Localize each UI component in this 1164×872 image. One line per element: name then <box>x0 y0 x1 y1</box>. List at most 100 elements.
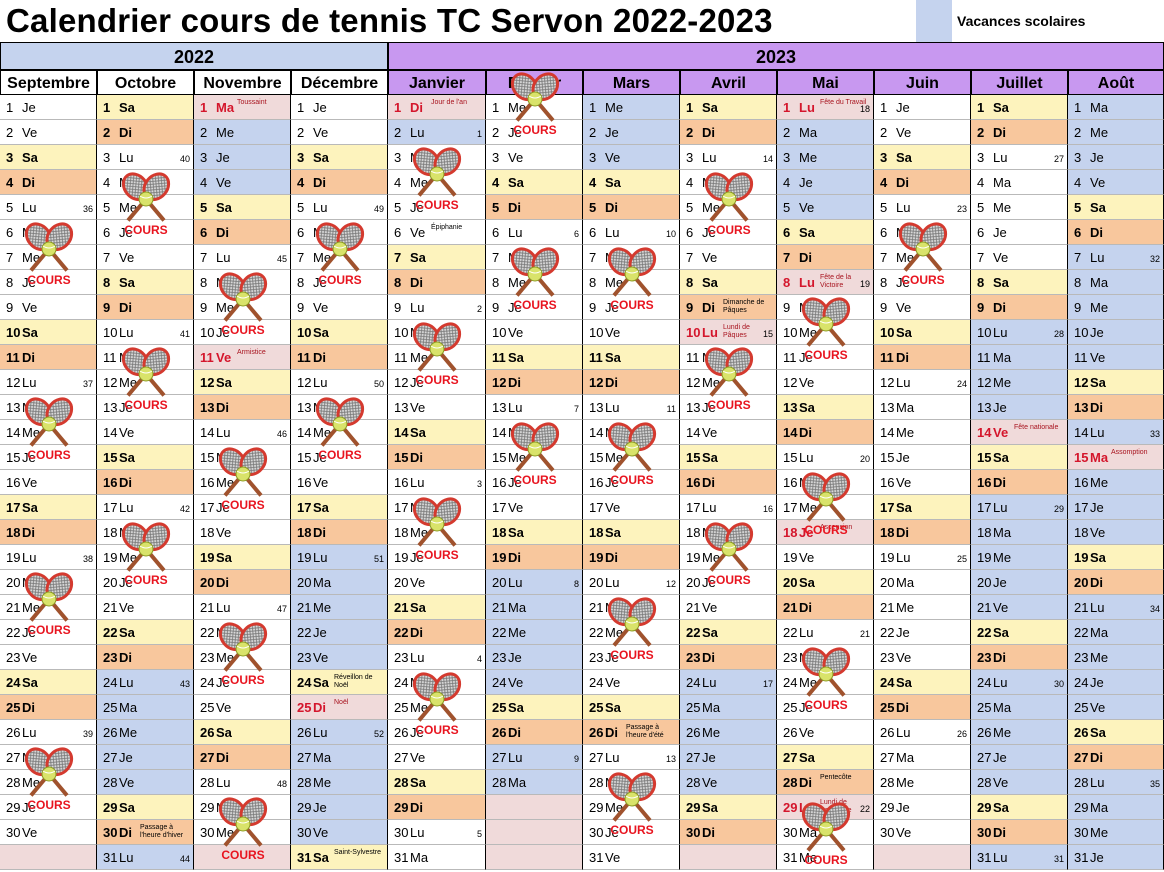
day-cell[interactable]: 25 Di <box>0 695 97 720</box>
day-cell[interactable]: 21 Me <box>874 595 971 620</box>
day-cell[interactable]: 27 Je <box>971 745 1068 770</box>
day-cell[interactable]: 26 Di Passage à l'heure d'été <box>583 720 680 745</box>
cours-marker[interactable]: COURS <box>681 344 777 416</box>
day-cell[interactable]: 20 Ve <box>388 570 486 595</box>
day-cell[interactable]: 8 Sa <box>971 270 1068 295</box>
day-cell[interactable]: 8 Me <box>583 270 680 295</box>
day-cell[interactable]: 3 Ve <box>583 145 680 170</box>
day-cell[interactable]: 15 Sa <box>97 445 194 470</box>
day-cell[interactable]: 24 Je <box>194 670 291 695</box>
day-cell[interactable]: 4 Me <box>388 170 486 195</box>
day-cell[interactable]: 2 Je <box>583 120 680 145</box>
day-cell[interactable]: 19 Lu 51 <box>291 545 388 570</box>
cours-marker[interactable]: COURS <box>292 219 388 291</box>
cours-marker[interactable]: COURS <box>778 799 874 871</box>
day-cell[interactable]: 22 Je <box>874 620 971 645</box>
day-cell[interactable]: 3 Lu 27 <box>971 145 1068 170</box>
day-cell[interactable]: 23 Lu 4 <box>388 645 486 670</box>
day-cell[interactable]: 3 Je <box>1068 145 1164 170</box>
day-cell[interactable]: 14 Ve <box>97 420 194 445</box>
day-cell[interactable]: 2 Lu 1 <box>388 120 486 145</box>
day-cell[interactable]: 12 Me <box>971 370 1068 395</box>
day-cell[interactable]: 18 Me <box>388 520 486 545</box>
day-cell[interactable]: 6 Sa <box>777 220 874 245</box>
day-cell[interactable]: 22 Sa <box>971 620 1068 645</box>
day-cell[interactable]: 7 Ve <box>680 245 777 270</box>
day-cell[interactable]: 14 Lu 33 <box>1068 420 1164 445</box>
day-cell[interactable]: 24 Sa <box>874 670 971 695</box>
day-cell[interactable]: 10 Lu 15 Lundi de Pâques <box>680 320 777 345</box>
day-cell[interactable]: 8 Lu 19 Fête de la Victoire <box>777 270 874 295</box>
day-cell[interactable]: 25 Di <box>874 695 971 720</box>
day-cell[interactable]: 2 Me <box>1068 120 1164 145</box>
day-cell[interactable]: 19 Di <box>486 545 583 570</box>
day-cell[interactable]: 12 Di <box>583 370 680 395</box>
day-cell[interactable]: 20 Di <box>194 570 291 595</box>
day-cell[interactable]: 3 Lu 40 <box>97 145 194 170</box>
day-cell[interactable]: 22 Je <box>0 620 97 645</box>
day-cell[interactable]: 23 Di <box>97 645 194 670</box>
day-cell[interactable]: 11 Ve Armistice <box>194 345 291 370</box>
day-cell[interactable]: 23 Me <box>1068 645 1164 670</box>
day-cell[interactable]: 16 Je <box>583 470 680 495</box>
day-cell[interactable]: 18 Ve <box>1068 520 1164 545</box>
day-cell[interactable]: 1 Ma Toussaint <box>194 95 291 120</box>
day-cell[interactable]: 6 Di <box>194 220 291 245</box>
day-cell[interactable]: 18 Di <box>291 520 388 545</box>
day-cell[interactable]: 4 Di <box>874 170 971 195</box>
day-cell[interactable]: 9 Di Dimanche de Pâques <box>680 295 777 320</box>
day-cell[interactable]: 14 Me <box>874 420 971 445</box>
day-cell[interactable]: 18 Sa <box>583 520 680 545</box>
day-cell[interactable]: 30 Ve <box>291 820 388 845</box>
day-cell[interactable]: 26 Lu 26 <box>874 720 971 745</box>
day-cell[interactable]: 31 Je <box>1068 845 1164 870</box>
day-cell[interactable]: 7 Ve <box>971 245 1068 270</box>
day-cell[interactable]: 28 Me <box>874 770 971 795</box>
day-cell[interactable]: 20 Je <box>971 570 1068 595</box>
day-cell[interactable]: 25 Ma <box>680 695 777 720</box>
day-cell[interactable]: 27 Di <box>1068 745 1164 770</box>
cours-marker[interactable]: COURS <box>98 519 194 591</box>
day-cell[interactable]: 25 Di Noël <box>291 695 388 720</box>
day-cell[interactable]: 30 Lu 5 <box>388 820 486 845</box>
day-cell[interactable]: 6 Lu 6 <box>486 220 583 245</box>
day-cell[interactable]: 29 Di <box>388 795 486 820</box>
day-cell[interactable]: 30 Me <box>1068 820 1164 845</box>
day-cell[interactable]: 28 Me <box>291 770 388 795</box>
day-cell[interactable]: 1 Di Jour de l'an <box>388 95 486 120</box>
day-cell[interactable]: 10 Sa <box>291 320 388 345</box>
day-cell[interactable]: 28 Ve <box>97 770 194 795</box>
day-cell[interactable]: 2 Je <box>486 120 583 145</box>
day-cell[interactable]: 13 Lu 7 <box>486 395 583 420</box>
day-cell[interactable]: 11 Ve <box>1068 345 1164 370</box>
day-cell[interactable]: 24 Lu 17 <box>680 670 777 695</box>
day-cell[interactable]: 4 Ve <box>1068 170 1164 195</box>
day-cell[interactable]: 25 Sa <box>486 695 583 720</box>
day-cell[interactable]: 22 Me <box>486 620 583 645</box>
cours-marker[interactable]: COURS <box>487 244 583 316</box>
cours-marker[interactable]: COURS <box>681 519 777 591</box>
day-cell[interactable]: 31 Lu 31 <box>971 845 1068 870</box>
cours-marker[interactable]: COURS <box>584 594 680 666</box>
day-cell[interactable]: 15 Je <box>0 445 97 470</box>
day-cell[interactable]: 26 Ve <box>777 720 874 745</box>
day-cell[interactable]: 4 Di <box>0 170 97 195</box>
day-cell[interactable]: 20 Sa <box>777 570 874 595</box>
day-cell[interactable]: 4 Ve <box>194 170 291 195</box>
day-cell[interactable]: 14 Di <box>777 420 874 445</box>
day-cell[interactable]: 16 Me <box>1068 470 1164 495</box>
day-cell[interactable]: 27 Je <box>680 745 777 770</box>
day-cell[interactable]: 29 Je <box>0 795 97 820</box>
day-cell[interactable]: 24 Je <box>1068 670 1164 695</box>
day-cell[interactable]: 12 Lu 37 <box>0 370 97 395</box>
day-cell[interactable]: 27 Ve <box>388 745 486 770</box>
cours-marker[interactable]: COURS <box>778 469 874 541</box>
day-cell[interactable]: 13 Je <box>971 395 1068 420</box>
